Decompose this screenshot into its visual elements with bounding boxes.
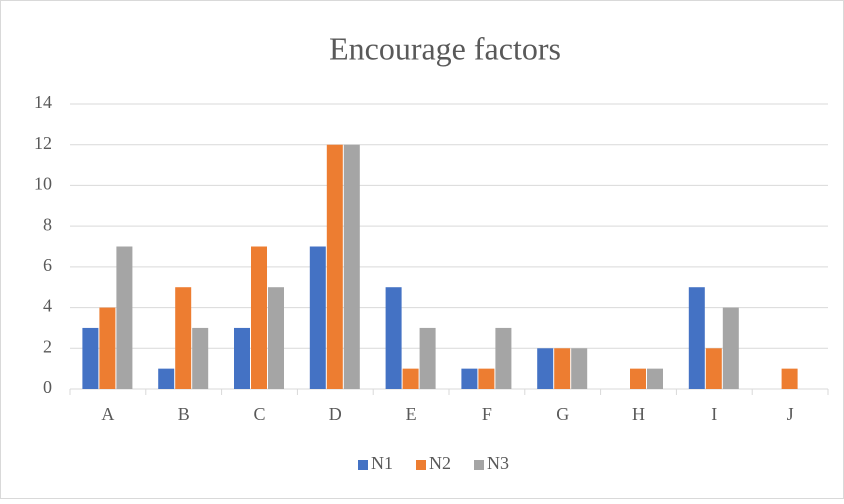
chart-title: Encourage factors (329, 30, 561, 66)
y-tick-label: 12 (34, 133, 52, 153)
legend-swatch (474, 460, 484, 470)
legend-swatch (358, 460, 368, 470)
bar (251, 246, 267, 389)
bar (630, 368, 646, 389)
bar (478, 368, 495, 389)
bar (82, 327, 99, 389)
y-tick-label: 4 (43, 296, 52, 316)
bar (705, 348, 722, 389)
bar (722, 307, 739, 389)
x-tick-label: E (406, 404, 417, 424)
bar (688, 287, 705, 389)
y-tick-label: 6 (43, 255, 52, 275)
x-tick-label: J (787, 404, 794, 424)
x-tick-label: C (253, 404, 265, 424)
x-tick-label: D (329, 404, 342, 424)
bar (116, 246, 133, 389)
bar (175, 287, 192, 389)
bar (554, 348, 571, 389)
y-tick-label: 2 (43, 336, 52, 356)
legend-label: N1 (371, 453, 393, 473)
bar (192, 327, 209, 389)
y-tick-label: 8 (43, 214, 52, 234)
bar (99, 307, 116, 389)
bar (158, 368, 175, 389)
bar (495, 327, 512, 389)
bar (343, 144, 360, 389)
x-tick-label: I (711, 404, 717, 424)
x-tick-label: F (482, 404, 492, 424)
bar (419, 327, 436, 389)
x-tick-label: H (632, 404, 645, 424)
bar (647, 368, 663, 389)
x-tick-label: G (556, 404, 569, 424)
y-tick-label: 0 (43, 377, 52, 397)
bar (537, 348, 554, 389)
x-tick-label: A (101, 404, 114, 424)
bar (309, 246, 326, 389)
bar (326, 144, 343, 389)
bar (461, 368, 478, 389)
x-tick-label: B (178, 404, 190, 424)
bar (781, 368, 798, 389)
legend-label: N2 (429, 453, 451, 473)
bar (234, 327, 250, 389)
bar (571, 348, 588, 389)
bar (268, 287, 284, 389)
legend-label: N3 (487, 453, 509, 473)
y-tick-label: 10 (34, 174, 52, 194)
bar (385, 287, 402, 389)
legend-swatch (416, 460, 426, 470)
bar (402, 368, 419, 389)
y-tick-label: 14 (34, 92, 52, 112)
